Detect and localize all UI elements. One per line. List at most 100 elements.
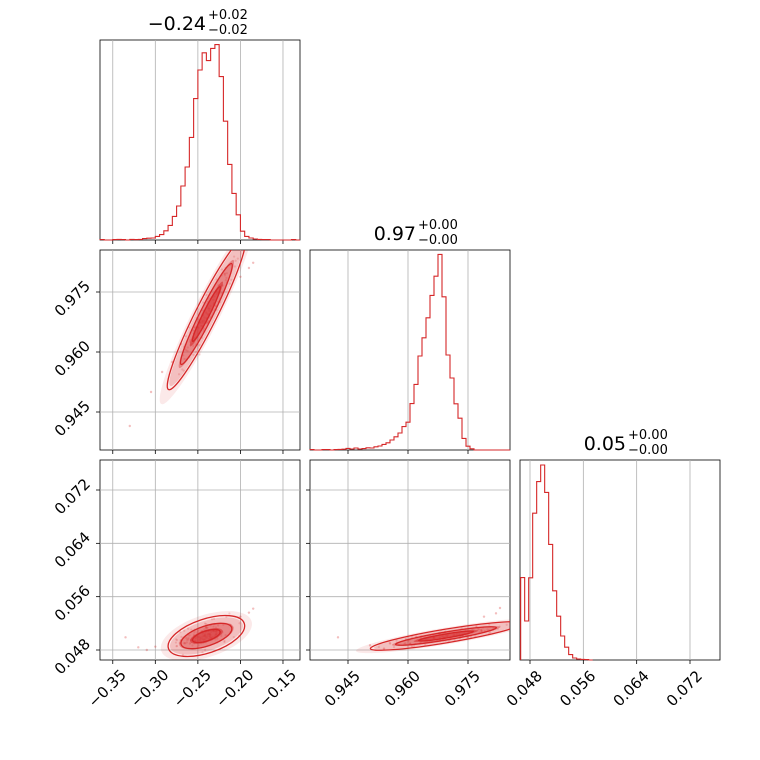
histogram-bin	[529, 578, 533, 660]
histogram-bin	[130, 239, 134, 240]
scatter-point	[247, 266, 251, 270]
x-tick-label: 0.056	[556, 667, 599, 710]
histogram-bin	[202, 53, 206, 240]
density-fill	[413, 630, 479, 642]
scatter-panel-1-2	[309, 459, 511, 661]
scatter-point	[154, 645, 157, 648]
scatter-point	[184, 642, 187, 645]
scatter-point	[228, 282, 231, 285]
scatter-point	[223, 274, 227, 277]
scatter-point	[198, 344, 201, 347]
histogram-bin	[362, 449, 366, 450]
density-fill	[190, 628, 223, 644]
scatter-point	[232, 255, 236, 258]
scatter-point	[216, 637, 219, 640]
scatter-point	[205, 293, 208, 297]
scatter-point	[232, 635, 235, 639]
scatter-point	[187, 627, 190, 630]
param-title-plus-2: +0.00	[628, 428, 668, 443]
density-contour	[191, 285, 222, 343]
histogram-bin	[249, 238, 253, 240]
scatter-point	[228, 612, 231, 615]
scatter-point	[224, 633, 227, 637]
scatter-panel-0-1	[99, 249, 301, 451]
histogram-bin	[358, 449, 362, 450]
x-tick-label: −0.30	[127, 666, 172, 711]
scatter-point	[205, 626, 208, 629]
x-tick-label: −0.25	[170, 666, 215, 711]
scatter-point	[480, 629, 483, 632]
scatter-point	[195, 350, 198, 354]
y-tick-label: 0.048	[51, 635, 94, 678]
scatter-point	[217, 624, 220, 627]
histogram-bin	[370, 448, 374, 450]
histogram-bin	[160, 235, 164, 240]
scatter-point	[214, 626, 218, 629]
histogram-bin	[223, 121, 227, 240]
scatter-point	[180, 635, 183, 638]
histogram-bin	[557, 616, 561, 660]
histogram-bin	[545, 492, 549, 660]
scatter-point	[182, 369, 185, 372]
scatter-point	[480, 628, 483, 631]
scatter-point	[475, 625, 478, 628]
scatter-point	[368, 644, 372, 647]
x-tick-label: −0.20	[212, 666, 257, 711]
scatter-point	[494, 612, 498, 615]
x-tick-label: 0.945	[321, 667, 364, 710]
histogram-bin	[537, 482, 541, 660]
scatter-point	[236, 257, 239, 260]
histogram-bin	[410, 404, 414, 450]
histogram-bin	[236, 215, 240, 240]
histogram-bin	[172, 216, 176, 240]
histogram-bin	[402, 427, 406, 450]
histogram-bin	[117, 239, 121, 240]
histogram-bin	[253, 239, 257, 240]
density-contour	[369, 621, 510, 651]
histogram-bin	[338, 449, 342, 450]
scatter-point	[404, 642, 407, 645]
scatter-point	[410, 635, 414, 639]
histogram-bin	[470, 449, 474, 450]
histogram-bin	[342, 449, 346, 450]
scatter-point	[223, 272, 226, 276]
hist-panel-2	[519, 459, 721, 661]
histogram-bin	[147, 238, 151, 240]
scatter-point	[223, 639, 226, 642]
histogram-bin	[533, 513, 537, 660]
histogram-bin	[406, 422, 410, 450]
histogram-bin	[168, 225, 172, 240]
scatter-point	[188, 634, 191, 637]
scatter-point	[214, 638, 217, 641]
histogram-bin	[418, 356, 422, 450]
scatter-point	[382, 647, 386, 650]
scatter-point	[233, 246, 235, 248]
histogram-bin	[177, 206, 181, 240]
density-group	[128, 246, 255, 428]
scatter-point	[234, 259, 237, 262]
scatter-point	[498, 625, 501, 628]
histogram-bin	[430, 295, 434, 450]
histogram-bin	[151, 238, 155, 240]
scatter-point	[224, 279, 227, 282]
histogram-bin	[350, 449, 354, 450]
histogram-bin	[257, 239, 261, 240]
scatter-point	[206, 626, 209, 629]
scatter-point	[183, 357, 186, 361]
scatter-point	[392, 645, 396, 649]
scatter-point	[212, 617, 216, 621]
histogram-0	[99, 44, 300, 241]
scatter-point	[222, 623, 225, 626]
scatter-point	[175, 644, 179, 648]
y-tick-label: 0.975	[51, 277, 94, 320]
histogram-bin	[438, 254, 442, 450]
scatter-point	[486, 628, 489, 631]
density-contour	[166, 250, 247, 391]
scatter-point	[496, 627, 499, 630]
histogram-bin	[581, 659, 585, 660]
histogram-bin	[185, 167, 189, 240]
param-title-minus-2: −0.00	[628, 443, 668, 458]
scatter-point	[204, 648, 207, 652]
scatter-point	[185, 637, 188, 640]
histogram-bin	[181, 186, 185, 240]
